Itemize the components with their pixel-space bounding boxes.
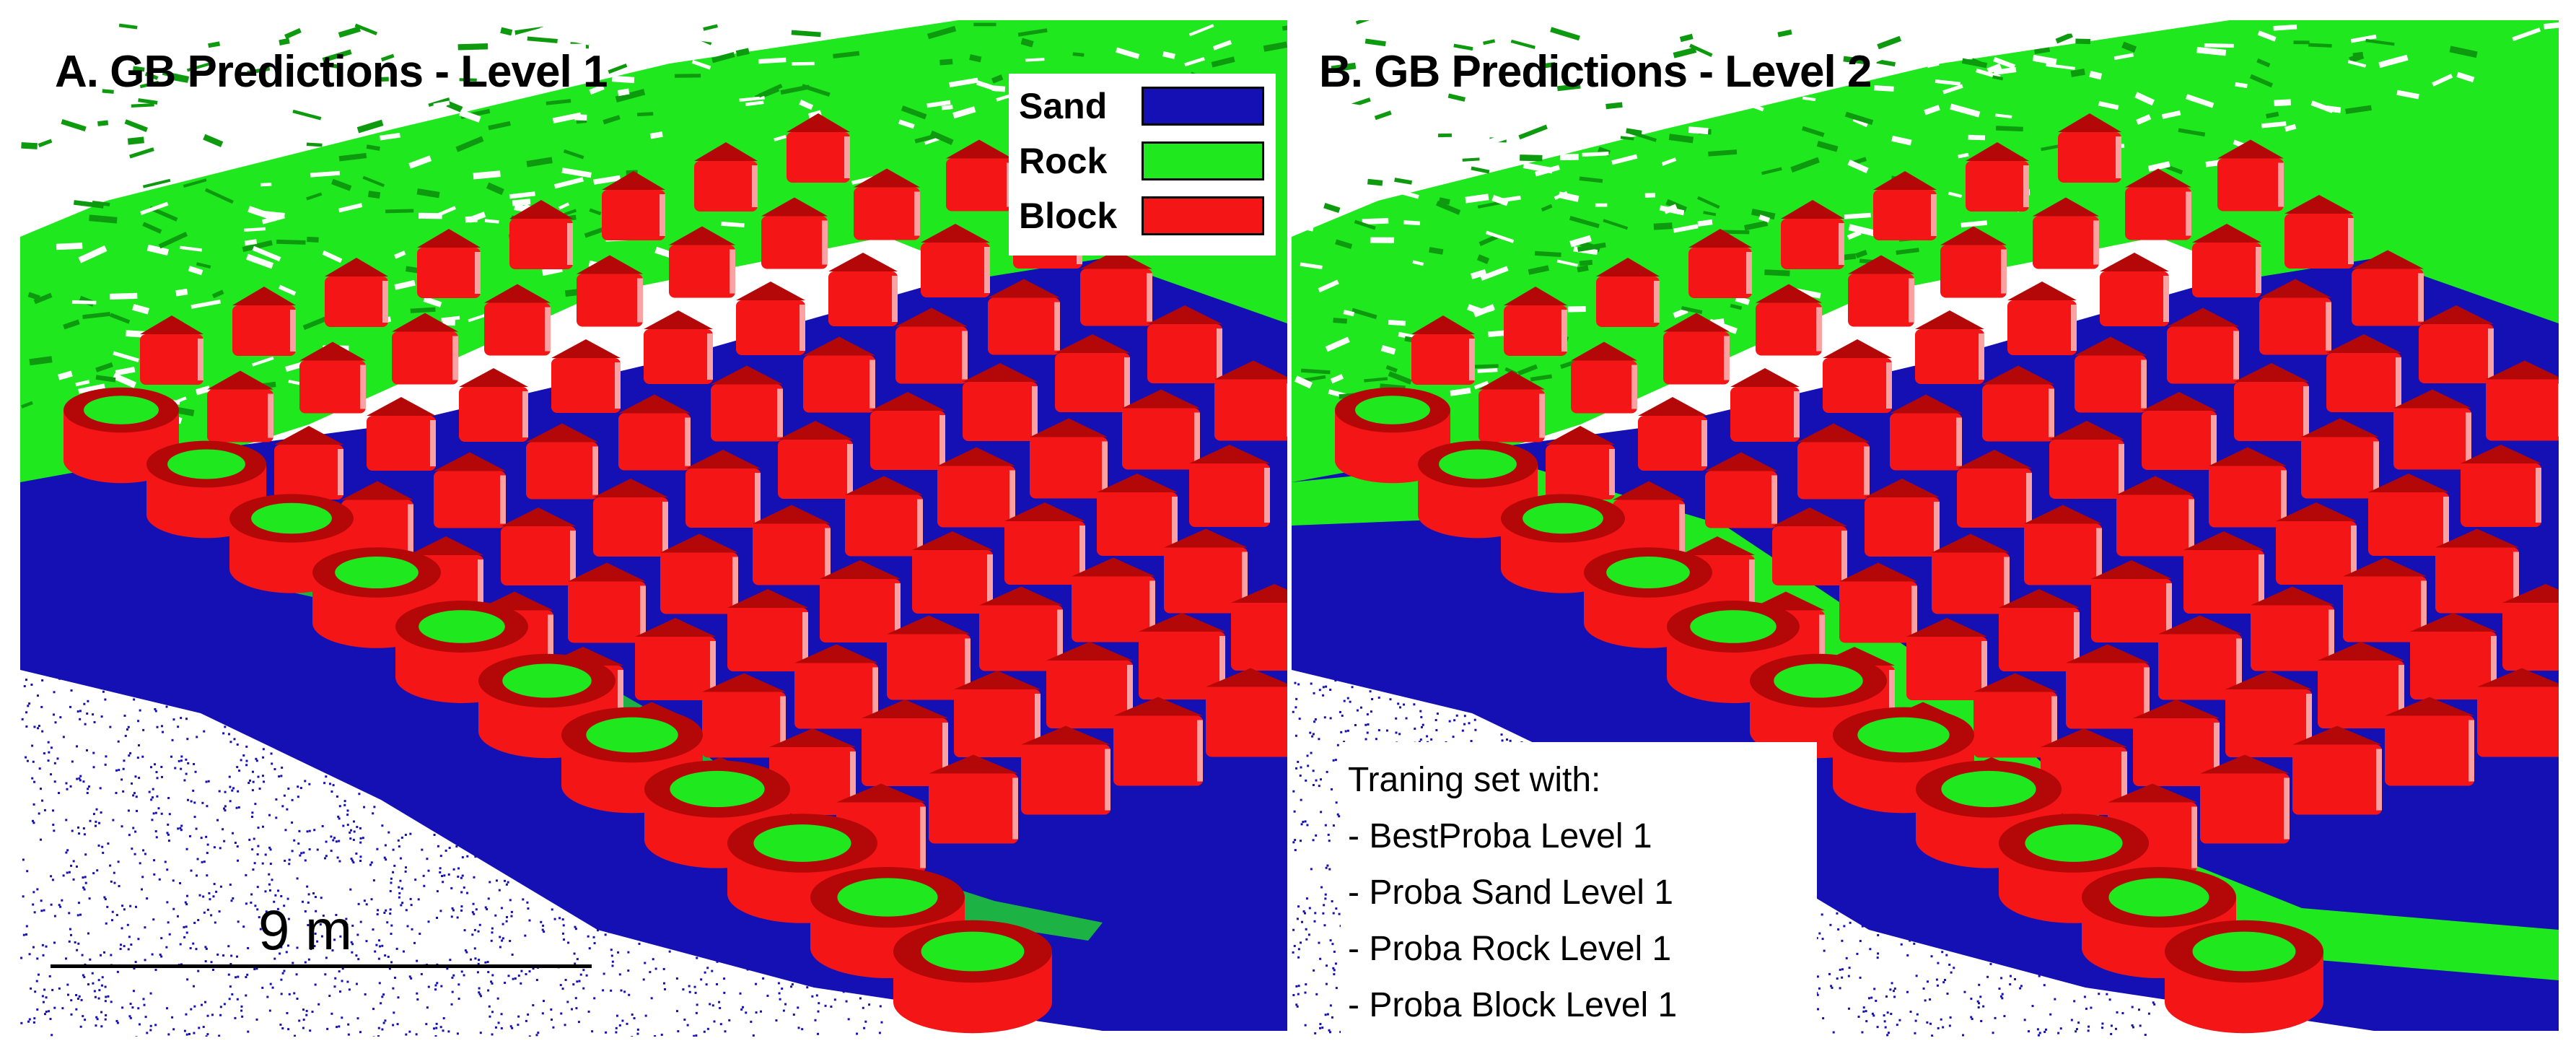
legend-swatch-rock (1142, 141, 1264, 180)
panel-a-level-1: A. GB Predictions - Level 1 Sand Rock Bl… (20, 20, 1287, 1037)
legend-swatch-sand (1142, 87, 1264, 126)
legend-swatch-block (1142, 196, 1264, 235)
scale-bar (51, 964, 592, 968)
point-cloud-image-a (20, 20, 1287, 1037)
panel-title: A. GB Predictions - Level 1 (55, 47, 608, 97)
legend-label-rock: Rock (1019, 141, 1108, 181)
legend-label-sand: Sand (1019, 86, 1108, 126)
training-set-note: Traning set with: - BestProba Level 1 - … (1341, 742, 1817, 1037)
class-legend: Sand Rock Block (1009, 74, 1276, 256)
legend-item-rock: Rock (1019, 136, 1264, 186)
panel-b-level-2: B. GB Predictions - Level 2 Traning set … (1292, 20, 2559, 1037)
point-cloud-image-b (1292, 20, 2559, 1037)
note-item: - Proba Block Level 1 (1348, 986, 1678, 1024)
note-item: - Proba Rock Level 1 (1348, 930, 1672, 968)
legend-item-block: Block (1019, 191, 1264, 241)
note-item: - Proba Sand Level 1 (1348, 873, 1673, 912)
note-item: - BestProba Level 1 (1348, 817, 1652, 855)
note-heading: Traning set with: (1348, 761, 1601, 799)
scale-bar-label: 9 m (258, 898, 353, 962)
legend-label-block: Block (1019, 196, 1118, 236)
panel-title: B. GB Predictions - Level 2 (1319, 47, 1872, 97)
legend-item-sand: Sand (1019, 81, 1264, 131)
